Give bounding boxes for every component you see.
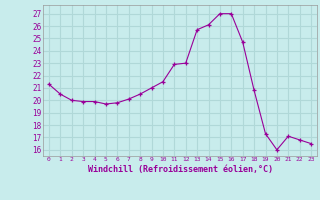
X-axis label: Windchill (Refroidissement éolien,°C): Windchill (Refroidissement éolien,°C)	[87, 165, 273, 174]
